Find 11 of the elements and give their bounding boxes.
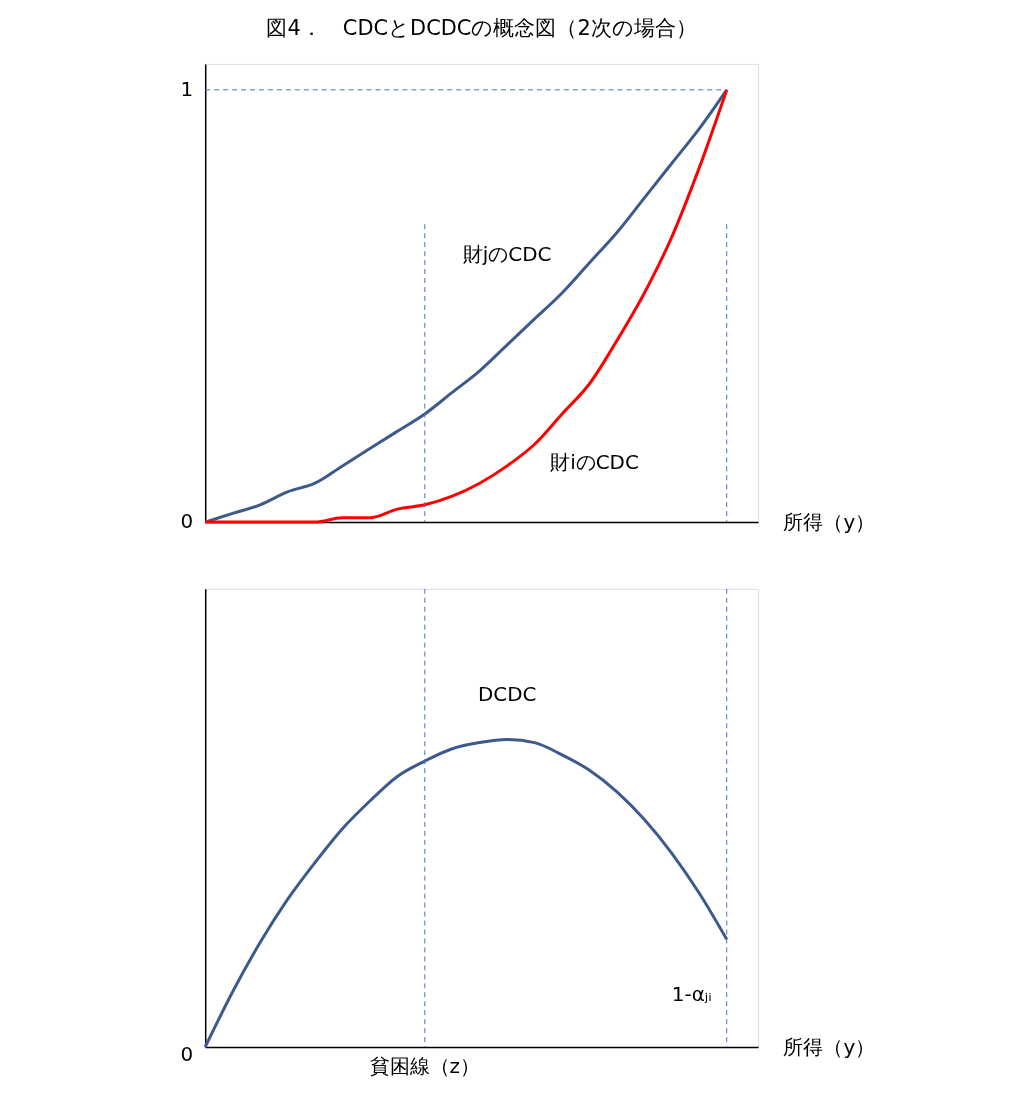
text: 0: [180, 1042, 194, 1066]
series-label: DCDC: [477, 682, 537, 706]
text: 貧困線（z）: [369, 1054, 481, 1078]
chart-title: 図4． CDCとDCDCの概念図（2次の場合）: [266, 15, 697, 40]
text: 0: [180, 510, 194, 534]
text: 1: [180, 77, 194, 101]
x-axis-title: 所得（y）: [783, 1035, 876, 1059]
annotation: 1-αⱼᵢ: [671, 982, 712, 1006]
series-label: 財jのCDC: [462, 243, 552, 267]
x-axis-title: 所得（y）: [783, 510, 876, 534]
series-label: 財iのCDC: [550, 451, 639, 475]
